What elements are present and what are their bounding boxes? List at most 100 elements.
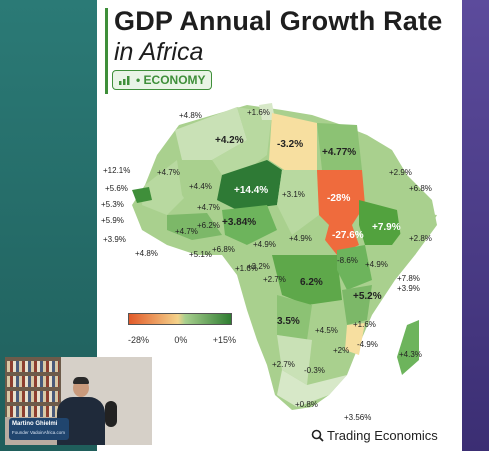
map-label-ghana: +6.2% xyxy=(197,221,220,230)
book-row xyxy=(7,391,59,402)
title-accent-bar xyxy=(105,8,108,94)
region-tanzania xyxy=(342,285,372,325)
map-label-gambia: +5.6% xyxy=(105,184,128,193)
map-label-ethiopia: +7.9% xyxy=(372,222,401,233)
legend-min-label: -28% xyxy=(128,335,150,345)
map-label-eritrea: +2.9% xyxy=(389,168,412,177)
map-label-guinea: +5.9% xyxy=(101,216,124,225)
region-namibia-botswana xyxy=(277,335,312,385)
presenter-hair xyxy=(73,377,89,384)
brand-name: Trading Economics xyxy=(327,428,438,443)
map-label-congo: +2.7% xyxy=(263,275,286,284)
book-row xyxy=(7,406,59,417)
map-label-morocco: +4.8% xyxy=(179,111,202,120)
bookshelf xyxy=(5,357,61,417)
map-label-sierra-leone: +3.9% xyxy=(103,235,126,244)
legend-mid-label: 0% xyxy=(174,335,188,345)
color-scale-legend: -28% 0% +15% xyxy=(128,313,236,345)
region-ethiopia xyxy=(359,200,407,245)
presenter-name-tag: Martino Ghielmi Founder VadoinAfrica.com xyxy=(9,418,69,440)
region-morocco xyxy=(175,107,247,160)
region-west-coast xyxy=(167,213,222,240)
legend-max-label: +15% xyxy=(212,335,236,345)
region-chad xyxy=(277,170,319,235)
book-row xyxy=(7,361,59,372)
map-label-madagascar: +4.3% xyxy=(399,350,422,359)
region-east-lakes xyxy=(337,245,372,290)
map-label-zambia: +4.5% xyxy=(315,326,338,335)
region-egypt xyxy=(317,123,362,170)
brand-mark: Trading Economics xyxy=(311,428,438,443)
region-mali xyxy=(177,160,222,210)
map-label-mali: +4.4% xyxy=(189,182,212,191)
magnifier-icon xyxy=(311,429,324,442)
region-madagascar xyxy=(397,320,419,375)
map-label-mozambique: +2% xyxy=(333,346,349,355)
map-label-nigeria: +3.84% xyxy=(222,217,256,228)
region-zimbabwe xyxy=(345,323,365,355)
map-label-chad: +3.1% xyxy=(282,190,305,199)
map-label-togo: +5.1% xyxy=(189,250,212,259)
page-title: GDP Annual Growth Rate xyxy=(114,6,443,36)
map-label-somalia: +2.8% xyxy=(409,234,432,243)
map-label-libya: -3.2% xyxy=(277,139,303,150)
microphone xyxy=(105,401,117,427)
map-label-uganda: -8.6% xyxy=(337,256,358,265)
map-label-sudan: -28% xyxy=(327,193,350,204)
map-label-namibia: +2.7% xyxy=(272,360,295,369)
region-senegal xyxy=(132,187,152,203)
webcam-overlay: Martino Ghielmi Founder VadoinAfrica.com xyxy=(5,357,152,445)
category-tag-label: • ECONOMY xyxy=(136,73,206,87)
map-label-car: +4.9% xyxy=(289,234,312,243)
map-label-liberia: +4.8% xyxy=(135,249,158,258)
map-label-eq-guinea: +1.6% xyxy=(235,264,258,273)
region-south-sudan xyxy=(325,225,359,255)
region-nigeria xyxy=(222,205,277,245)
map-label-kenya: +4.9% xyxy=(365,260,388,269)
background-right-panel xyxy=(462,0,489,451)
region-sudan xyxy=(317,170,365,225)
africa-map: +4.8% +1.6% +4.2% -3.2% +4.77% +4.7% +4.… xyxy=(101,103,437,422)
map-label-drc: 6.2% xyxy=(300,277,323,288)
map-label-tunisia: +1.6% xyxy=(247,108,270,117)
map-label-malawi: +1.6% xyxy=(353,320,376,329)
map-label-mauritania: +4.7% xyxy=(157,168,180,177)
map-label-benin: +6.8% xyxy=(212,245,235,254)
map-label-south-sudan: -27.6% xyxy=(332,230,364,241)
map-label-botswana: -0.3% xyxy=(304,366,325,375)
map-label-zimbabwe: -4.9% xyxy=(357,340,378,349)
region-somalia xyxy=(397,210,437,255)
region-south-africa xyxy=(277,370,347,407)
region-mauritania xyxy=(142,160,187,215)
region-niger xyxy=(217,160,282,210)
region-angola xyxy=(277,295,312,340)
region-libya xyxy=(269,113,317,175)
legend-ticks: -28% 0% +15% xyxy=(128,335,236,345)
legend-gradient-bar xyxy=(128,313,232,325)
map-label-lesotho: +3.56% xyxy=(344,413,371,422)
map-label-tanzania: +5.2% xyxy=(353,291,382,302)
map-label-djibouti: +6.8% xyxy=(409,184,432,193)
region-algeria xyxy=(212,107,272,175)
presenter-role: Founder VadoinAfrica.com xyxy=(12,430,65,435)
map-label-gabon: +3.2% xyxy=(247,262,270,271)
region-zambia xyxy=(312,305,347,345)
map-label-egypt: +4.77% xyxy=(322,147,356,158)
map-label-burkina: +4.7% xyxy=(197,203,220,212)
region-drc xyxy=(272,255,342,305)
map-label-niger: +14.4% xyxy=(234,185,268,196)
presenter-name: Martino Ghielmi xyxy=(12,421,58,427)
map-label-burundi: +3.9% xyxy=(397,284,420,293)
map-label-angola: 3.5% xyxy=(277,316,300,327)
map-label-rwanda: +7.8% xyxy=(397,274,420,283)
bar-chart-icon xyxy=(119,76,130,85)
map-label-cote-divoire: +4.7% xyxy=(175,227,198,236)
category-tag: • ECONOMY xyxy=(112,70,212,90)
map-label-cameroon: +4.9% xyxy=(253,240,276,249)
map-label-guinea-bissau: +5.3% xyxy=(101,200,124,209)
region-tunisia xyxy=(259,103,275,120)
map-label-senegal: +12.1% xyxy=(103,166,130,175)
map-label-south-africa: +0.8% xyxy=(295,400,318,409)
book-row xyxy=(7,376,59,387)
map-label-algeria: +4.2% xyxy=(215,135,244,146)
